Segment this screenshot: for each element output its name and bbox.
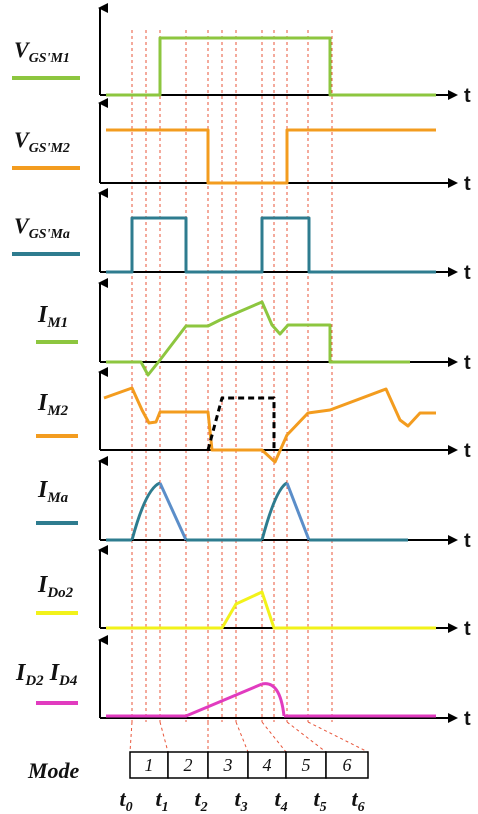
label-vgs-ma: VGS'Ma: [12, 213, 80, 256]
wave-i-d2-d4-fall: [261, 682, 286, 717]
label-i-m2: IM2: [36, 390, 78, 438]
wave-i-m2: [103, 386, 436, 464]
time-label-0: t0: [119, 786, 132, 814]
wave-i-m1: [106, 300, 410, 377]
axis-label-t: t: [464, 440, 471, 462]
label-vgs-m2: VGS'M2: [12, 127, 80, 170]
mode-cell-label: 3: [223, 755, 233, 775]
guide-diagonal: [307, 721, 369, 753]
mode-title: Mode: [27, 758, 80, 783]
mode-cell-label: 6: [343, 755, 352, 775]
wave-i-ma-rise-2: [260, 481, 288, 541]
svg-text:IMa: IMa: [37, 477, 69, 506]
wave-i-ma-fall-2: [285, 482, 311, 541]
guide-diagonal: [261, 721, 287, 753]
label-i-do2: IDo2: [36, 572, 78, 615]
guide-diagonal: [159, 721, 169, 753]
mode-cell: [285, 751, 327, 779]
guide-diagonal: [129, 721, 133, 753]
time-label-5: t5: [313, 786, 326, 814]
time-guide-lines: [129, 30, 369, 753]
wave-i-m2-dashed: [206, 396, 276, 451]
svg-text:IM2: IM2: [37, 390, 69, 419]
mode-cell: [325, 751, 369, 779]
time-label-6: t6: [351, 786, 364, 814]
mode-cell-label: 4: [263, 755, 272, 775]
axis-label-t: t: [464, 530, 471, 552]
label-vgs-m1: VGS'M1: [12, 37, 80, 80]
wave-i-do2: [106, 590, 436, 630]
axis-label-t: t: [464, 708, 471, 730]
mode-cell: [207, 751, 249, 779]
axes: t t t t t t t t: [98, 3, 471, 730]
wave-vgs-ma: [106, 216, 436, 274]
mode-cell-label: 2: [184, 755, 193, 775]
wave-i-ma-fall-1: [158, 482, 188, 541]
time-label-1: t1: [155, 786, 168, 814]
time-label-2: t2: [194, 786, 207, 814]
wave-i-d2-d4-rise: [106, 682, 263, 718]
axis-label-t: t: [464, 618, 471, 640]
guide-diagonal: [235, 721, 249, 753]
wave-i-ma-rise-1: [130, 481, 161, 541]
label-i-ma: IMa: [36, 477, 78, 525]
time-labels: t0 t1 t2 t3 t4 t5 t6: [119, 786, 364, 814]
label-i-d2-d4: ID2 ID4: [15, 660, 78, 705]
time-label-4: t4: [274, 786, 287, 814]
svg-text:VGS'M1: VGS'M1: [14, 37, 70, 66]
mode-boxes: 1 2 3 4 5 6: [129, 751, 369, 779]
axis-label-t: t: [464, 262, 471, 284]
axis-label-t: t: [464, 85, 471, 107]
mode-cell-label: 5: [302, 755, 311, 775]
svg-text:VGS'Ma: VGS'Ma: [14, 213, 70, 242]
svg-text:IDo2: IDo2: [37, 572, 74, 601]
guide-diagonal: [286, 721, 327, 753]
axis-label-t: t: [464, 173, 471, 195]
svg-text:VGS'M2: VGS'M2: [14, 127, 70, 156]
axis-label-t: t: [464, 352, 471, 374]
wave-vgs-m2: [106, 128, 436, 185]
wave-vgs-m1: [106, 36, 436, 97]
label-i-m1: IM1: [36, 302, 78, 344]
mode-cell-label: 1: [145, 755, 154, 775]
svg-text:IM1: IM1: [37, 302, 68, 331]
waveforms: [103, 36, 436, 718]
time-label-3: t3: [234, 786, 247, 814]
